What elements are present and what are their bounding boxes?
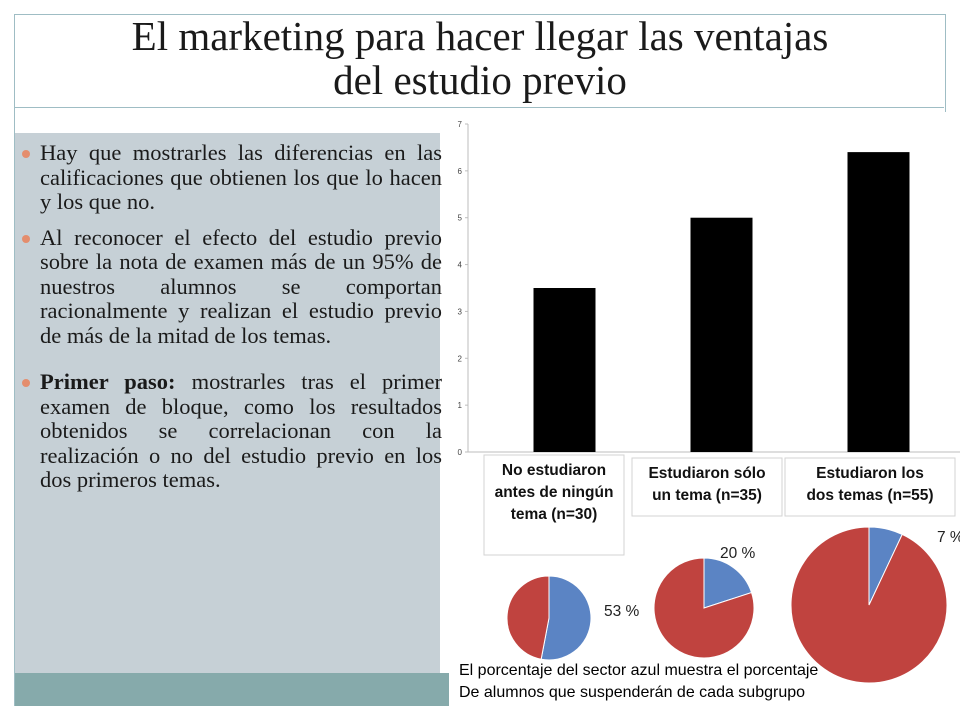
caption: El porcentaje del sector azul muestra el… — [459, 660, 954, 704]
slide-title: El marketing para hacer llegar las venta… — [20, 14, 940, 102]
pie-slice — [703, 557, 753, 609]
pie-label: 53 % — [604, 603, 640, 620]
bullet-bold: Primer paso: — [40, 369, 176, 394]
category-label: un tema (n=35) — [652, 487, 762, 504]
category-label: antes de ningún — [495, 484, 614, 501]
y-tick-label: 4 — [458, 261, 463, 270]
y-tick-label: 2 — [458, 354, 463, 363]
pie-slice — [540, 575, 592, 661]
pie-slice — [506, 575, 550, 660]
y-tick-label: 6 — [458, 167, 463, 176]
bullet-item: Al reconocer el efecto del estudio previ… — [22, 224, 442, 349]
bar — [690, 217, 753, 452]
results-figure: 0 1 2 3 4 5 6 7 No estudiaron antes de ningún tema… — [458, 120, 960, 684]
category-label: No estudiaron — [502, 462, 606, 479]
y-tick-label: 0 — [458, 448, 463, 457]
title-line-1: El marketing para hacer llegar las venta… — [131, 13, 829, 59]
caption-line-1: El porcentaje del sector azul muestra el… — [459, 662, 819, 679]
y-tick-label: 7 — [458, 120, 463, 129]
category-label: Estudiaron los — [816, 465, 924, 482]
category-label-box — [631, 457, 783, 517]
bar — [847, 152, 910, 452]
text-panel — [15, 133, 440, 673]
category-label: dos temas (n=55) — [806, 487, 933, 504]
pie-label: 7 % — [937, 529, 960, 546]
bullet-list: Hay que mostrarles las diferencias en la… — [22, 140, 442, 504]
y-tick-label: 3 — [458, 307, 463, 316]
bullet-dot-icon — [22, 379, 30, 387]
title-line-2: del estudio previo — [333, 57, 627, 103]
category-label: Estudiaron sólo — [648, 465, 765, 482]
category-label-box — [784, 457, 956, 517]
category-label-box — [483, 454, 625, 556]
category-label: tema (n=30) — [511, 506, 598, 523]
bullet-item: Hay que mostrarles las diferencias en la… — [22, 140, 442, 215]
bullet-text: Hay que mostrarles las diferencias en la… — [40, 140, 442, 214]
bullet-dot-icon — [22, 150, 30, 158]
figure-area: 0 1 2 3 4 5 6 7 No estudiaron antes de ningún tema… — [449, 112, 960, 720]
y-tick-label: 5 — [458, 214, 463, 223]
y-tick-label: 1 — [458, 401, 463, 410]
title-divider — [15, 107, 944, 108]
bullet-dot-icon — [22, 234, 30, 243]
pie-label: 20 % — [720, 545, 756, 562]
bullet-text: mostrarles tras el primer examen de bloq… — [40, 369, 442, 492]
bullet-item: Primer paso: mostrarles tras el primer e… — [22, 369, 442, 493]
bullet-text: Al reconocer el efecto del estudio previ… — [40, 224, 442, 348]
pie-slice — [790, 526, 948, 684]
caption-line-2: De alumnos que suspenderán de cada subgr… — [459, 684, 806, 701]
pie-slice — [653, 557, 755, 659]
bar — [533, 288, 596, 452]
